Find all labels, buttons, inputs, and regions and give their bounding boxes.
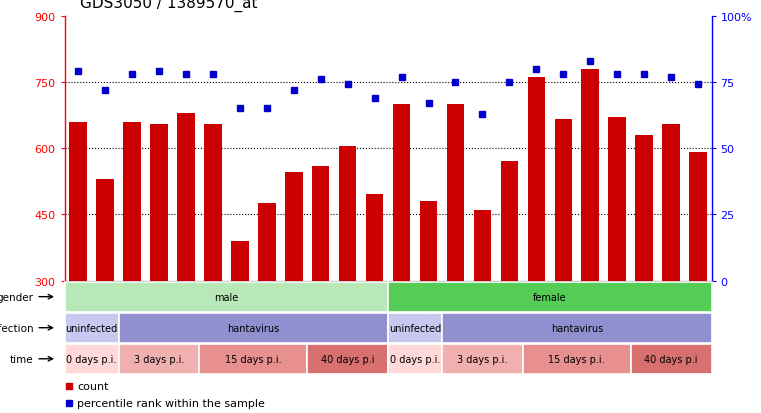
Bar xyxy=(388,313,442,343)
Bar xyxy=(285,173,303,281)
Bar xyxy=(150,124,167,281)
Text: uninfected: uninfected xyxy=(65,323,118,333)
Bar xyxy=(388,344,442,374)
Bar xyxy=(689,153,707,281)
Bar xyxy=(65,313,119,343)
Bar xyxy=(420,202,438,281)
Text: female: female xyxy=(533,292,567,302)
Text: 40 days p.i: 40 days p.i xyxy=(645,354,698,364)
Bar xyxy=(442,344,523,374)
Bar xyxy=(258,204,275,281)
Bar xyxy=(388,282,712,312)
Bar xyxy=(635,135,653,281)
Bar xyxy=(65,282,388,312)
Text: 15 days p.i.: 15 days p.i. xyxy=(225,354,282,364)
Bar xyxy=(69,122,87,281)
Text: 40 days p.i: 40 days p.i xyxy=(321,354,374,364)
Text: hantavirus: hantavirus xyxy=(551,323,603,333)
Bar xyxy=(447,104,464,281)
Bar xyxy=(123,122,141,281)
Bar xyxy=(339,147,356,281)
Bar xyxy=(501,162,518,281)
Bar xyxy=(97,180,114,281)
Bar xyxy=(366,195,384,281)
Bar xyxy=(393,104,410,281)
Text: uninfected: uninfected xyxy=(389,323,441,333)
Bar xyxy=(65,344,119,374)
Bar xyxy=(555,120,572,281)
Text: 0 days p.i.: 0 days p.i. xyxy=(390,354,441,364)
Text: 15 days p.i.: 15 days p.i. xyxy=(549,354,605,364)
Bar xyxy=(473,210,491,281)
Bar xyxy=(119,344,199,374)
Text: infection: infection xyxy=(0,323,33,333)
Text: GDS3050 / 1389570_at: GDS3050 / 1389570_at xyxy=(80,0,257,12)
Text: count: count xyxy=(77,381,109,391)
Text: 3 days p.i.: 3 days p.i. xyxy=(457,354,508,364)
Text: gender: gender xyxy=(0,292,33,302)
Bar xyxy=(527,78,545,281)
Text: 0 days p.i.: 0 days p.i. xyxy=(66,354,117,364)
Text: 3 days p.i.: 3 days p.i. xyxy=(134,354,184,364)
Bar xyxy=(119,313,388,343)
Text: hantavirus: hantavirus xyxy=(228,323,279,333)
Bar xyxy=(199,344,307,374)
Bar xyxy=(177,114,195,281)
Bar xyxy=(231,241,249,281)
Bar xyxy=(312,166,330,281)
Bar xyxy=(307,344,388,374)
Text: male: male xyxy=(215,292,238,302)
Bar xyxy=(662,124,680,281)
Bar xyxy=(523,344,631,374)
Text: percentile rank within the sample: percentile rank within the sample xyxy=(77,398,265,408)
Text: time: time xyxy=(10,354,33,364)
Bar xyxy=(609,118,626,281)
Bar xyxy=(204,124,221,281)
Bar xyxy=(442,313,712,343)
Bar xyxy=(631,344,712,374)
Bar xyxy=(581,69,599,281)
